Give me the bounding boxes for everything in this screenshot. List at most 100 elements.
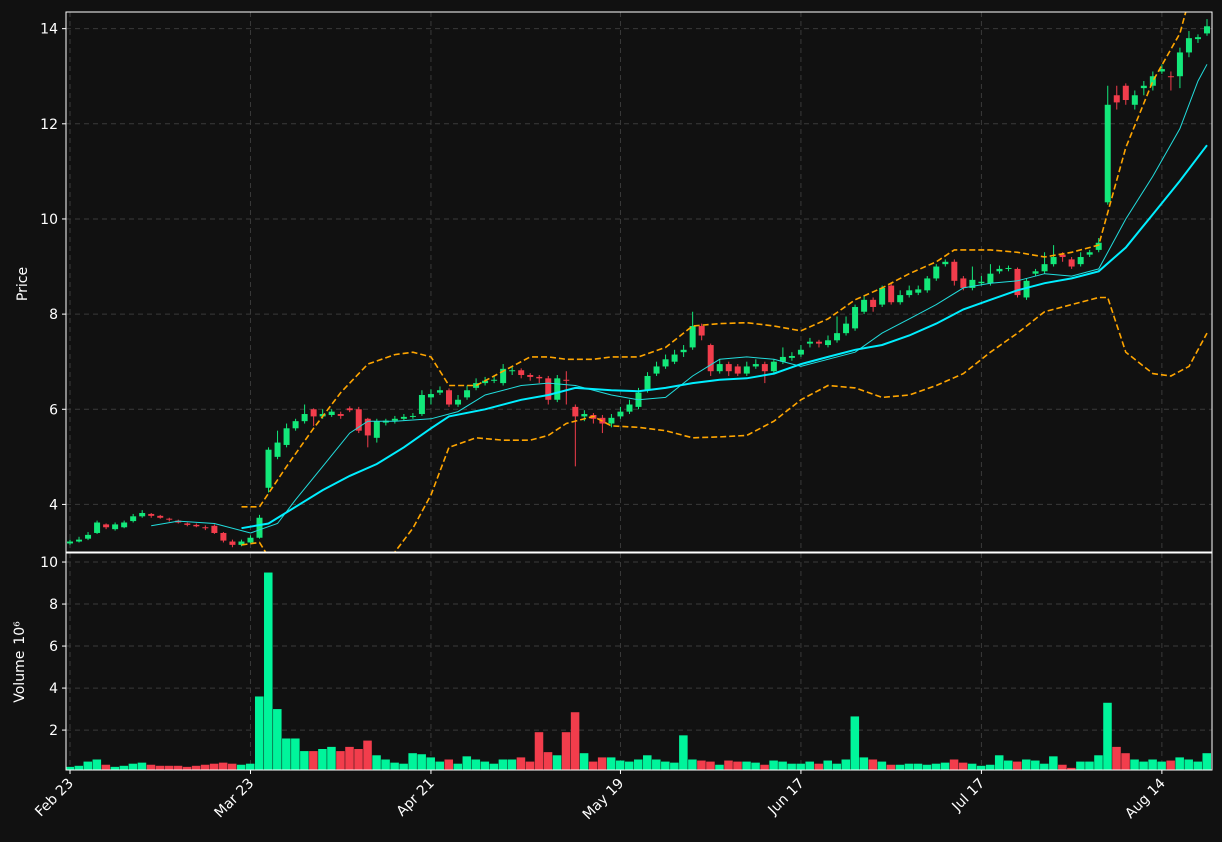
volume-bar [552, 755, 562, 770]
candle-body [247, 537, 254, 543]
candle-body [446, 390, 452, 405]
volume-bar [1112, 746, 1121, 770]
candle-body [373, 421, 380, 438]
candle-body [662, 359, 669, 367]
candle-body [157, 515, 164, 518]
volume-bar [173, 765, 183, 770]
candle-body [1113, 95, 1120, 103]
candle-body [843, 323, 850, 334]
candle-body [427, 394, 434, 398]
volume-bar [480, 761, 490, 770]
volume-bar [453, 763, 463, 770]
candle-body [689, 326, 696, 348]
candle-body [653, 366, 660, 374]
volume-bar [300, 751, 309, 770]
volume-bar [643, 755, 652, 770]
volume-bar [859, 757, 869, 770]
volume-bar [273, 709, 282, 770]
candle-body [734, 366, 741, 374]
volume-bar [417, 754, 426, 770]
candle-body [265, 449, 272, 488]
volume-scale: 10⁶ [12, 621, 28, 645]
volume-bar [597, 757, 607, 770]
volume-bar [624, 761, 634, 770]
candle-body [716, 364, 723, 372]
price-plot [67, 12, 1210, 552]
volume-bar [489, 763, 499, 770]
candle-body [770, 361, 777, 372]
volume-bar [65, 766, 75, 770]
volume-bar [733, 761, 742, 770]
candle-body [626, 404, 633, 412]
volume-bar [715, 764, 724, 770]
candle-body [166, 518, 173, 520]
candle-body [1059, 254, 1066, 258]
volume-bar [236, 764, 246, 770]
volume-bar [615, 760, 625, 770]
candle-body [779, 356, 786, 362]
volume-bar [1085, 761, 1094, 770]
candle-body [996, 268, 1003, 272]
candle-body [888, 285, 895, 303]
candle-body [951, 261, 958, 281]
volume-bar [390, 762, 399, 770]
volume-bar [697, 760, 706, 770]
volume-bar [670, 762, 679, 770]
volume-bar [832, 763, 842, 770]
volume-bar [976, 765, 986, 770]
volume-bar [191, 765, 201, 770]
volume-bar [606, 757, 616, 770]
candle-body [797, 349, 804, 355]
candle-body [1032, 271, 1039, 274]
candle-body [834, 333, 841, 341]
volume-bar [119, 765, 129, 770]
candle-body [518, 370, 525, 376]
volume-bar [796, 763, 805, 770]
candle-body [608, 417, 615, 424]
volume-bar [372, 755, 381, 770]
candle-body [761, 364, 768, 372]
volume-bar [426, 757, 435, 770]
volume-bar [778, 761, 787, 770]
volume-frame [65, 552, 1213, 771]
candle-body [933, 266, 940, 279]
volume-bar [525, 761, 535, 770]
volume-bar [823, 760, 833, 770]
volume-bar [1094, 755, 1103, 770]
y-tick-label: 2 [49, 723, 58, 739]
volume-bar [633, 759, 643, 770]
candle-body [328, 411, 335, 415]
volume-bar [1157, 761, 1166, 770]
volume-bar [742, 761, 751, 770]
volume-bar [327, 746, 336, 770]
candle-body [1077, 257, 1084, 265]
volume-bar [940, 762, 950, 770]
y-tick-label: 10 [40, 212, 58, 228]
candle-body [698, 326, 705, 336]
volume-bar [868, 759, 878, 770]
volume-bar [345, 746, 354, 770]
candle-body [391, 418, 398, 421]
candle-body [1176, 52, 1183, 77]
candle-body [112, 524, 119, 530]
volume-bar [110, 766, 120, 770]
volume-bar [1184, 759, 1193, 770]
candle-body [671, 354, 678, 362]
candle-body [1086, 252, 1093, 255]
volume-bar [471, 759, 481, 770]
candle-body [743, 366, 750, 374]
volume-bar [760, 764, 769, 770]
candle-body [644, 375, 651, 391]
candle-body [1204, 26, 1210, 34]
candle-body [94, 522, 101, 533]
candle-body [103, 524, 110, 528]
volume-bar [200, 764, 210, 770]
volume-bar [886, 764, 896, 770]
candle-body [725, 364, 732, 372]
volume-bar [805, 761, 814, 770]
volume-bar [435, 761, 444, 770]
volume-bar [291, 738, 300, 770]
candle-body [292, 421, 299, 429]
candle-body [148, 513, 155, 516]
volume-bar [922, 764, 932, 770]
